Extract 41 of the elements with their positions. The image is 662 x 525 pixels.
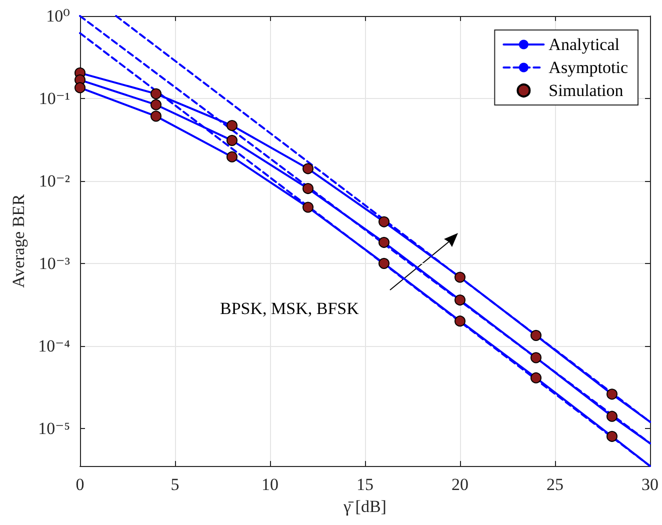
annotation: BPSK, MSK, BFSK xyxy=(220,299,360,318)
x-tick-label: 5 xyxy=(170,475,180,494)
legend-label: Asymptotic xyxy=(548,58,628,77)
x-tick-label: 0 xyxy=(76,475,84,494)
point xyxy=(302,163,314,174)
y-tick-label: 10⁻³ xyxy=(38,254,70,273)
point xyxy=(606,430,618,442)
x-tick-label: 25 xyxy=(546,475,564,494)
legend-label: Simulation xyxy=(548,81,624,100)
point xyxy=(530,372,542,384)
point xyxy=(302,202,314,213)
point xyxy=(74,82,86,94)
y-tick-label: 10⁻¹ xyxy=(38,88,70,108)
x-axis-title: γ̄ [dB] xyxy=(342,497,386,516)
point xyxy=(530,352,542,364)
point xyxy=(150,88,162,100)
y-tick-label: 10⁻⁵ xyxy=(38,418,70,438)
y-axis-title: Average BER xyxy=(9,194,28,288)
y-tick-label: 10⁻⁴ xyxy=(38,336,70,356)
point xyxy=(150,110,162,122)
point xyxy=(378,216,390,228)
x-tick-label: 15 xyxy=(356,475,374,494)
x-tick-label: 10 xyxy=(262,475,278,494)
point xyxy=(378,236,390,248)
point xyxy=(226,120,238,132)
point xyxy=(226,151,238,162)
point xyxy=(530,330,542,341)
point xyxy=(606,388,618,400)
point xyxy=(454,316,466,327)
point xyxy=(454,272,466,283)
y-tick-label: 10⁻² xyxy=(38,171,70,190)
point xyxy=(150,99,162,110)
x-tick-label: 20 xyxy=(452,475,468,494)
point xyxy=(302,183,314,194)
point xyxy=(454,294,466,306)
x-tick-label: 30 xyxy=(642,475,658,494)
legend-label: Analytical xyxy=(548,35,620,54)
point xyxy=(606,410,618,422)
y-tick-label: 10⁰ xyxy=(46,6,70,26)
point xyxy=(226,134,238,146)
point xyxy=(378,258,390,269)
